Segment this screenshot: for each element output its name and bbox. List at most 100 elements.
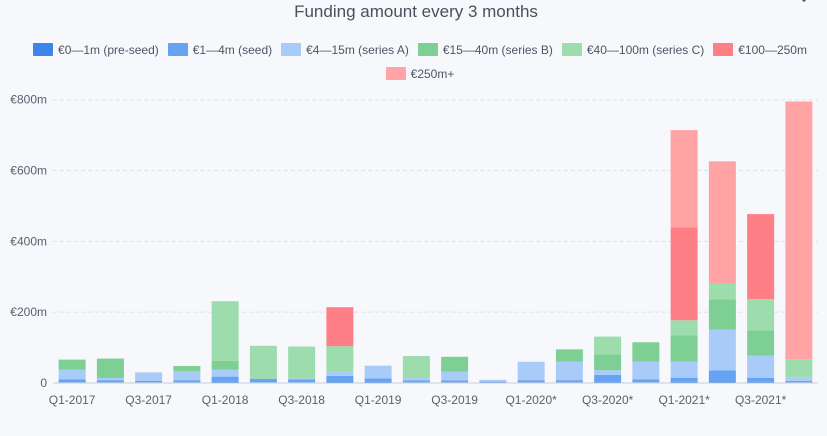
bar-segment — [708, 329, 736, 371]
legend-swatch — [167, 43, 188, 56]
bar-segment — [211, 376, 239, 382]
x-tick-label: Q3-2020* — [582, 393, 634, 407]
bar-segment — [402, 356, 430, 379]
bar-segment — [708, 299, 736, 330]
bar-segment — [326, 375, 354, 382]
bar-segment — [670, 377, 698, 382]
y-tick-label: €800m — [10, 93, 47, 107]
y-tick-label: 0 — [40, 376, 47, 390]
bar-segment — [632, 379, 660, 383]
bar-segment — [288, 346, 316, 379]
x-tick-label: Q1-2019 — [355, 393, 402, 407]
bar-segment — [594, 354, 622, 371]
bar-segment — [58, 359, 86, 370]
y-tick-label: €200m — [10, 305, 47, 319]
bar-segment — [479, 381, 507, 383]
bar-segment — [708, 370, 736, 382]
bar-segment — [326, 381, 354, 383]
bar-segment — [594, 370, 622, 375]
bar-segment — [747, 381, 775, 383]
bar-segment — [402, 380, 430, 383]
bar-segment — [747, 214, 775, 300]
bar-segment — [96, 358, 124, 379]
bar-segment — [96, 378, 124, 381]
legend-item[interactable]: €250m+ — [385, 65, 455, 82]
bar-segment — [441, 380, 469, 383]
y-tick-label: €400m — [10, 234, 47, 248]
bar-segment — [173, 371, 201, 381]
bar-segment — [670, 130, 698, 228]
legend-swatch — [385, 67, 406, 80]
bar-segment — [173, 380, 201, 383]
bar-segment — [670, 381, 698, 383]
bar-segment — [785, 359, 813, 378]
bar-segment — [785, 380, 813, 383]
chart-legend: €0—1m (pre-seed) €1—4m (seed) €4—15m (seri… — [20, 41, 820, 82]
bar-segment — [249, 378, 277, 383]
bar-segment — [58, 369, 86, 380]
x-tick-label: Q1-2017 — [49, 393, 96, 407]
bar-segment — [364, 365, 392, 379]
bar-segment — [594, 336, 622, 355]
legend-label: €40—100m (series C) — [586, 42, 705, 57]
bar-segment — [632, 361, 660, 380]
legend-label: €100—250m — [738, 42, 807, 57]
x-tick-label: Q3-2017 — [125, 393, 172, 407]
bar-segment — [517, 361, 545, 381]
legend-item[interactable]: €15—40m (series B) — [417, 41, 553, 58]
legend-label: €0—1m (pre-seed) — [58, 42, 159, 57]
bar-segment — [747, 330, 775, 356]
bar-segment — [211, 301, 239, 361]
legend-label: €15—40m (series B) — [442, 42, 553, 57]
bar-segment — [479, 379, 507, 382]
x-tick-label: Q1-2021* — [658, 393, 710, 407]
chart-title: Funding amount every 3 months — [294, 2, 538, 21]
bar-segment — [326, 346, 354, 372]
bar-segment — [249, 345, 277, 379]
bar-segment — [441, 371, 469, 381]
bar-segment — [173, 366, 201, 372]
bar-segment — [708, 381, 736, 383]
bar-segment — [747, 377, 775, 382]
y-tick-label: €600m — [10, 164, 47, 178]
bar-segment — [555, 361, 583, 381]
legend-item[interactable]: €4—15m (series A) — [281, 41, 409, 58]
bar-segment — [135, 372, 163, 381]
bar-segment — [594, 381, 622, 383]
x-tick-label: Q1-2018 — [202, 393, 249, 407]
bar-segment — [364, 381, 392, 383]
legend-label: €250m+ — [410, 66, 455, 81]
bar-segment — [288, 378, 316, 380]
bar-segment — [58, 379, 86, 383]
bar-segment — [517, 380, 545, 383]
legend-swatch — [713, 43, 734, 56]
bar-segment — [670, 320, 698, 336]
legend-swatch — [561, 43, 582, 56]
bar-segment — [747, 299, 775, 331]
bar-segment — [594, 374, 622, 382]
x-tick-label: Q1-2020* — [505, 393, 557, 407]
legend-item[interactable]: €40—100m (series C) — [561, 41, 705, 58]
bar-segment — [747, 355, 775, 378]
bar-segment — [288, 379, 316, 383]
bar-segment — [326, 307, 354, 347]
legend-label: €4—15m (series A) — [306, 42, 409, 57]
legend-item[interactable]: €100—250m — [713, 41, 807, 58]
bar-segment — [441, 356, 469, 372]
bar-segment — [364, 378, 392, 382]
bar-segment — [670, 361, 698, 378]
bar-segment — [785, 377, 813, 381]
bar-segment — [670, 227, 698, 321]
legend-swatch — [33, 43, 54, 56]
bar-segment — [135, 380, 163, 383]
bar-segment — [326, 371, 354, 376]
bar-segment — [211, 381, 239, 383]
bar-segment — [555, 380, 583, 383]
legend-item[interactable]: €0—1m (pre-seed) — [33, 41, 159, 58]
legend-item[interactable]: €1—4m (seed) — [167, 41, 272, 58]
x-tick-label: Q3-2021* — [735, 393, 787, 407]
bar-segment — [402, 378, 430, 381]
x-tick-label: Q3-2018 — [278, 393, 325, 407]
bar-segment — [785, 101, 813, 360]
